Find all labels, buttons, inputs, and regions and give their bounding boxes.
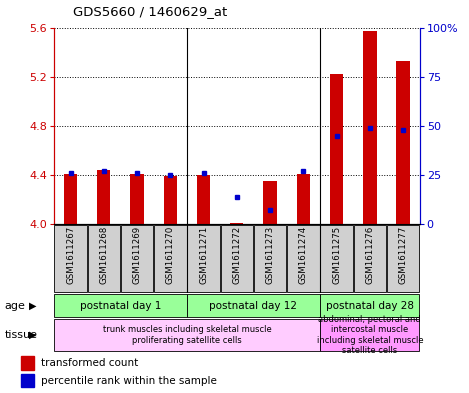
Text: GSM1611267: GSM1611267 xyxy=(66,226,75,284)
Bar xyxy=(287,225,320,292)
Text: GSM1611277: GSM1611277 xyxy=(399,226,408,284)
Text: postnatal day 1: postnatal day 1 xyxy=(80,301,161,310)
Bar xyxy=(387,225,419,292)
Bar xyxy=(97,170,111,224)
Text: GSM1611275: GSM1611275 xyxy=(332,226,341,284)
Bar xyxy=(320,294,419,317)
Text: trunk muscles including skeletal muscle
proliferating satellite cells: trunk muscles including skeletal muscle … xyxy=(103,325,272,345)
Bar xyxy=(164,176,177,224)
Bar xyxy=(197,175,210,224)
Bar xyxy=(64,174,77,224)
Bar xyxy=(187,294,320,317)
Text: transformed count: transformed count xyxy=(41,358,139,368)
Bar xyxy=(354,225,386,292)
Text: percentile rank within the sample: percentile rank within the sample xyxy=(41,376,217,386)
Text: ▶: ▶ xyxy=(29,330,37,340)
Bar xyxy=(154,225,187,292)
Text: GSM1611272: GSM1611272 xyxy=(232,226,242,284)
Bar xyxy=(88,225,120,292)
Bar xyxy=(54,225,87,292)
Bar xyxy=(297,174,310,224)
Bar xyxy=(54,319,320,351)
Bar xyxy=(330,74,343,224)
Text: GSM1611276: GSM1611276 xyxy=(365,226,374,284)
Text: ▶: ▶ xyxy=(29,301,37,310)
Bar xyxy=(363,31,377,224)
Text: postnatal day 28: postnatal day 28 xyxy=(326,301,414,310)
Text: GDS5660 / 1460629_at: GDS5660 / 1460629_at xyxy=(73,5,227,18)
Text: abdominal, pectoral and
intercostal muscle
including skeletal muscle
satellite c: abdominal, pectoral and intercostal musc… xyxy=(317,315,423,355)
Text: tissue: tissue xyxy=(5,330,38,340)
Text: GSM1611269: GSM1611269 xyxy=(133,226,142,284)
Text: GSM1611271: GSM1611271 xyxy=(199,226,208,284)
Bar xyxy=(230,223,243,224)
Text: GSM1611273: GSM1611273 xyxy=(265,226,275,284)
Bar xyxy=(54,294,187,317)
Bar xyxy=(320,319,419,351)
Bar xyxy=(264,181,277,224)
Bar xyxy=(21,374,34,387)
Bar xyxy=(320,225,353,292)
Bar xyxy=(187,225,220,292)
Text: GSM1611270: GSM1611270 xyxy=(166,226,175,284)
Text: GSM1611268: GSM1611268 xyxy=(99,226,108,284)
Bar xyxy=(396,61,410,224)
Text: postnatal day 12: postnatal day 12 xyxy=(210,301,297,310)
Text: GSM1611274: GSM1611274 xyxy=(299,226,308,284)
Bar xyxy=(254,225,287,292)
Text: age: age xyxy=(5,301,26,310)
Bar xyxy=(21,356,34,369)
Bar xyxy=(121,225,153,292)
Bar xyxy=(220,225,253,292)
Bar xyxy=(130,174,144,224)
